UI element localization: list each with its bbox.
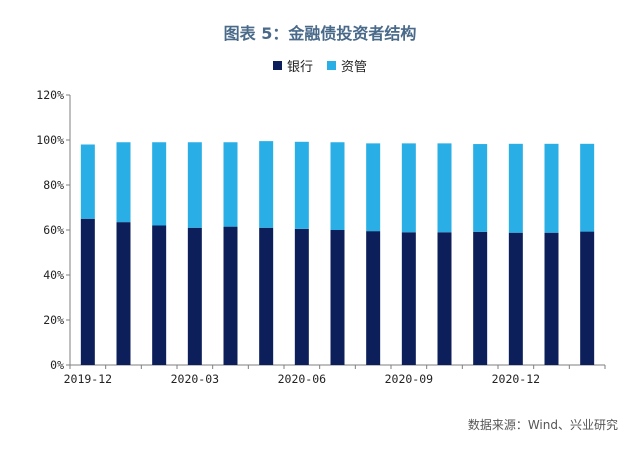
legend-swatch-asset-mgmt xyxy=(327,61,336,70)
bar-bank xyxy=(508,232,523,365)
bar-bank xyxy=(152,225,167,365)
bar-bank xyxy=(544,232,559,365)
bar-asset-mgmt xyxy=(330,142,345,230)
bar-bank xyxy=(80,218,95,365)
x-tick-label: 2020-03 xyxy=(171,372,220,386)
bar-bank xyxy=(437,232,452,365)
chart-title: 图表 5：金融债投资者结构 xyxy=(223,24,417,43)
y-tick-label: 60% xyxy=(43,223,64,237)
bar-bank xyxy=(223,226,238,365)
chart-legend: 银行 资管 xyxy=(0,56,640,75)
x-tick-label: 2020-06 xyxy=(278,372,327,386)
bar-asset-mgmt xyxy=(187,142,202,228)
bar-asset-mgmt xyxy=(116,142,131,223)
bar-bank xyxy=(259,227,274,365)
y-tick-label: 20% xyxy=(43,313,64,327)
bar-asset-mgmt xyxy=(152,142,167,226)
source-note: 数据来源：Wind、兴业研究 xyxy=(467,418,618,432)
bar-asset-mgmt xyxy=(508,143,523,233)
bar-asset-mgmt xyxy=(544,143,559,233)
legend-item-bank: 银行 xyxy=(272,56,313,75)
bar-asset-mgmt xyxy=(401,143,416,233)
bar-bank xyxy=(401,232,416,365)
bar-asset-mgmt xyxy=(294,141,309,229)
bar-bank xyxy=(473,231,488,365)
y-tick-label: 100% xyxy=(36,133,64,147)
bar-bank xyxy=(366,231,381,365)
bar-bank xyxy=(330,230,345,365)
legend-item-asset-mgmt: 资管 xyxy=(327,56,367,75)
bar-bank xyxy=(580,231,595,365)
x-tick-label: 2019-12 xyxy=(64,372,112,386)
bar-bank xyxy=(187,227,202,365)
legend-label-bank: 银行 xyxy=(286,60,313,75)
bar-asset-mgmt xyxy=(580,143,595,232)
y-tick-label: 40% xyxy=(43,268,64,282)
bar-bank xyxy=(116,222,131,365)
bar-asset-mgmt xyxy=(223,142,238,227)
bar-asset-mgmt xyxy=(366,143,381,232)
y-tick-label: 80% xyxy=(43,178,64,192)
legend-swatch-bank xyxy=(272,61,282,70)
bar-asset-mgmt xyxy=(80,144,95,219)
bar-asset-mgmt xyxy=(473,144,488,232)
legend-label-asset-mgmt: 资管 xyxy=(341,60,368,75)
y-tick-label: 120% xyxy=(36,88,64,102)
bar-asset-mgmt xyxy=(259,141,274,228)
x-tick-label: 2020-09 xyxy=(385,372,434,386)
bar-asset-mgmt xyxy=(437,143,452,233)
y-tick-label: 0% xyxy=(50,358,64,372)
bar-bank xyxy=(294,228,309,365)
x-tick-label: 2020-12 xyxy=(492,372,540,386)
